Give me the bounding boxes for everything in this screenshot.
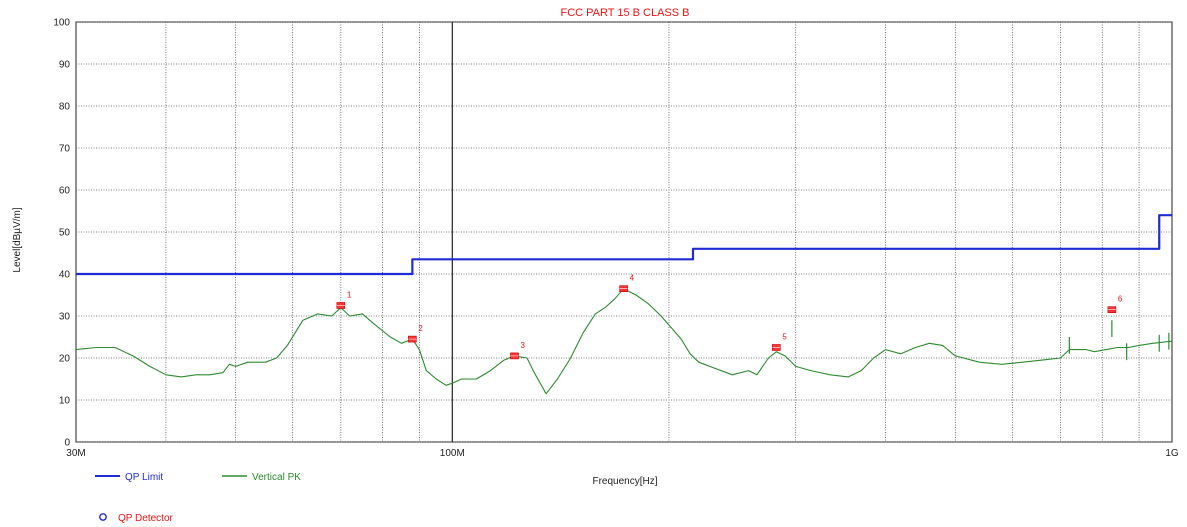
marker-label: 4 <box>630 274 635 283</box>
y-tick-label: 0 <box>64 438 70 449</box>
marker-label: 1 <box>347 291 352 300</box>
marker-label: 2 <box>418 324 423 333</box>
marker-label: 3 <box>520 341 525 350</box>
marker-label: 5 <box>782 333 787 342</box>
y-axis-label: Level[dBµV/m] <box>12 207 23 272</box>
y-tick-label: 20 <box>59 354 71 365</box>
y-tick-label: 10 <box>59 396 71 407</box>
series-layer <box>75 214 1173 395</box>
qp-limit-line <box>76 214 1172 276</box>
x-tick-label: 100M <box>440 448 465 459</box>
x-axis-label: Frequency[Hz] <box>592 476 657 487</box>
legend-label-qp-limit: QP Limit <box>125 472 163 483</box>
markers-layer: 1 2 3 4 5 6 <box>336 274 1123 360</box>
vertical-pk-line <box>75 288 1173 395</box>
y-axis-ticks: 0 10 20 30 40 50 60 70 80 90 100 <box>53 18 70 449</box>
legend: QP Limit Vertical PK QP Detector <box>95 472 301 524</box>
chart-title: FCC PART 15 B CLASS B <box>561 7 690 19</box>
y-tick-label: 80 <box>59 102 71 113</box>
legend-swatch-qp-detector <box>99 513 107 521</box>
y-tick-label: 40 <box>59 270 71 281</box>
y-tick-label: 30 <box>59 312 71 323</box>
marker-label: 6 <box>1118 295 1123 304</box>
legend-label-vertical-pk: Vertical PK <box>252 472 301 483</box>
legend-label-qp-detector: QP Detector <box>118 513 174 524</box>
x-tick-label: 30M <box>66 448 85 459</box>
grid <box>76 21 1172 443</box>
y-tick-label: 100 <box>53 18 70 29</box>
y-tick-label: 50 <box>59 228 71 239</box>
y-tick-label: 60 <box>59 186 71 197</box>
x-tick-label: 1G <box>1165 448 1179 459</box>
y-tick-label: 90 <box>59 60 71 71</box>
y-tick-label: 70 <box>59 144 71 155</box>
x-axis-ticks: 30M 100M 1G <box>66 448 1179 459</box>
